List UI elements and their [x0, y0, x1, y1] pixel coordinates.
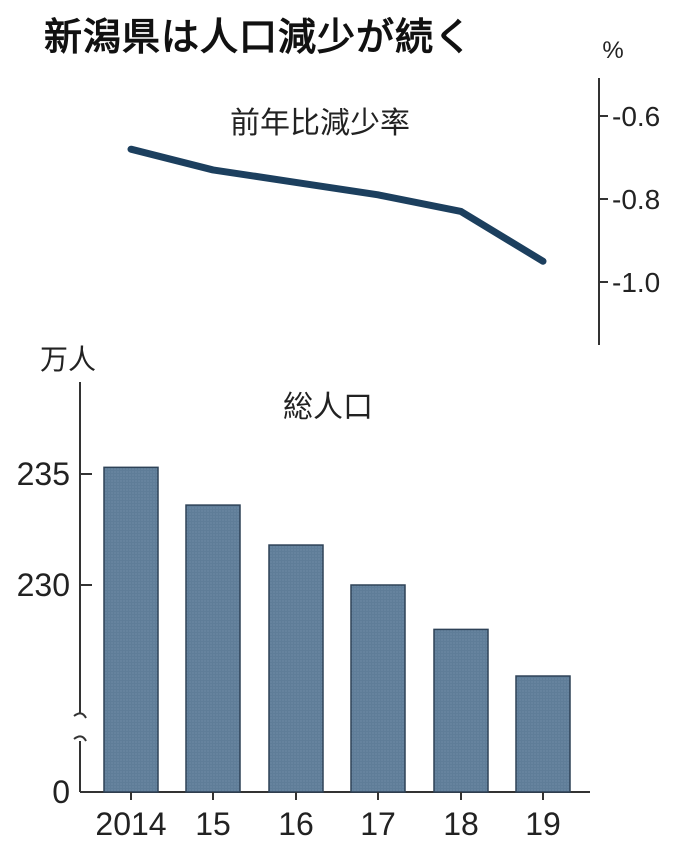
line-y-tick-label: -0.6: [612, 101, 660, 132]
bar-x-tick-label: 2014: [95, 806, 166, 842]
bar-2014: [103, 466, 159, 793]
bar-x-tick-label: 18: [443, 806, 479, 842]
line-unit-label: %: [602, 37, 623, 64]
bar-17: [350, 584, 406, 793]
line-chart: % -0.6 -0.8 -1.0 前年比減少率: [127, 37, 660, 345]
bar-y-tick-label: 0: [52, 774, 70, 810]
bar-unit-label: 万人: [40, 344, 96, 375]
chart-title: 新潟県は人口減少が続く: [44, 15, 474, 59]
bar-x-tick-label: 17: [360, 806, 396, 842]
bar-y-tick-label: 230: [17, 567, 70, 603]
bar-16: [268, 544, 324, 793]
bar-x-tick-label: 16: [278, 806, 314, 842]
bar-x-tick-label: 19: [525, 806, 561, 842]
line-chart-title: 前年比減少率: [230, 107, 410, 140]
bar-chart-title: 総人口: [283, 391, 373, 424]
line-series-decline-rate: [127, 145, 547, 265]
axis-break-marks: [73, 712, 87, 742]
bar-x-tick-label: 15: [195, 806, 231, 842]
line-y-tick-label: -0.8: [612, 184, 660, 215]
bar-19: [515, 675, 571, 793]
bar-15: [185, 504, 241, 793]
bar-chart: 万人 総人口 235 230 0 2014 15 16 17 18 19: [17, 344, 590, 842]
line-y-tick-label: -1.0: [612, 267, 660, 298]
bar-y-tick-label: 235: [17, 456, 70, 492]
bar-18: [433, 628, 489, 793]
